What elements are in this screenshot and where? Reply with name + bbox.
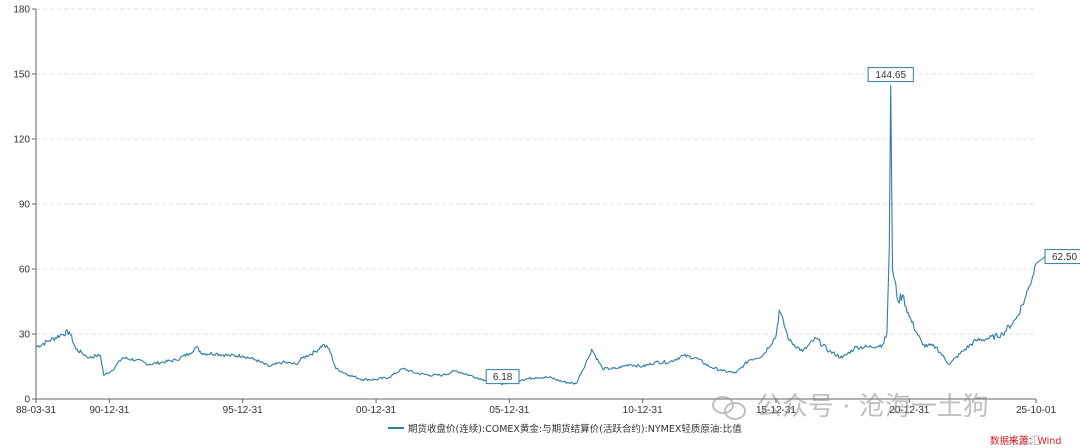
legend-swatch bbox=[388, 427, 404, 429]
svg-text:6.18: 6.18 bbox=[493, 372, 513, 383]
watermark-text: 公众号 · 沧海一土狗 bbox=[756, 392, 989, 422]
svg-text:62.50: 62.50 bbox=[1052, 252, 1077, 263]
data-label: 144.65 bbox=[867, 67, 914, 83]
y-tick-label: 0 bbox=[24, 395, 30, 406]
series-line bbox=[35, 85, 1037, 386]
x-tick-label: 05-12-31 bbox=[489, 405, 529, 416]
x-tick-label: 95-12-31 bbox=[223, 405, 263, 416]
x-axis: 88-03-31 90-12-31 95-12-31 00-12-31 05-12-31… bbox=[16, 398, 1056, 416]
x-tick-label: 00-12-31 bbox=[356, 405, 396, 416]
grid-lines bbox=[36, 8, 1036, 335]
y-tick-label: 60 bbox=[19, 265, 31, 276]
x-tick-label: 90-12-31 bbox=[89, 405, 129, 416]
data-source: 数据来源：Wind bbox=[990, 436, 1062, 447]
y-tick-label: 90 bbox=[19, 200, 31, 211]
y-axis: 0 30 60 90 120 150 180 bbox=[13, 5, 37, 406]
x-tick-label: 20-12-31 bbox=[889, 405, 929, 416]
watermark: 公众号 · 沧海一土狗 bbox=[712, 386, 989, 423]
wechat-icon bbox=[712, 392, 746, 420]
data-label: 6.18 bbox=[485, 369, 520, 385]
y-tick-label: 30 bbox=[19, 330, 31, 341]
x-tick-label: 10-12-31 bbox=[623, 405, 663, 416]
corner-logo: 格隆汇 bbox=[1008, 434, 1041, 447]
legend-label: 期货收盘价(连续):COMEX黄金:与期货结算价(活跃合约):NYMEX轻质原油… bbox=[408, 424, 742, 435]
x-tick-label: 15-12-31 bbox=[756, 405, 796, 416]
svg-text:144.65: 144.65 bbox=[875, 70, 906, 81]
annotation-layer: 6.18 144.65 62.50 bbox=[485, 67, 1080, 385]
x-tick-label: 88-03-31 bbox=[16, 405, 56, 416]
series-layer bbox=[35, 85, 1037, 386]
x-tick-label: 25-10-01 bbox=[1016, 405, 1056, 416]
y-tick-label: 150 bbox=[13, 70, 30, 81]
y-tick-label: 180 bbox=[13, 5, 30, 16]
legend[interactable]: 期货收盘价(连续):COMEX黄金:与期货结算价(活跃合约):NYMEX轻质原油… bbox=[388, 421, 742, 435]
data-label: 62.50 bbox=[1035, 249, 1080, 265]
y-tick-label: 120 bbox=[13, 135, 30, 146]
